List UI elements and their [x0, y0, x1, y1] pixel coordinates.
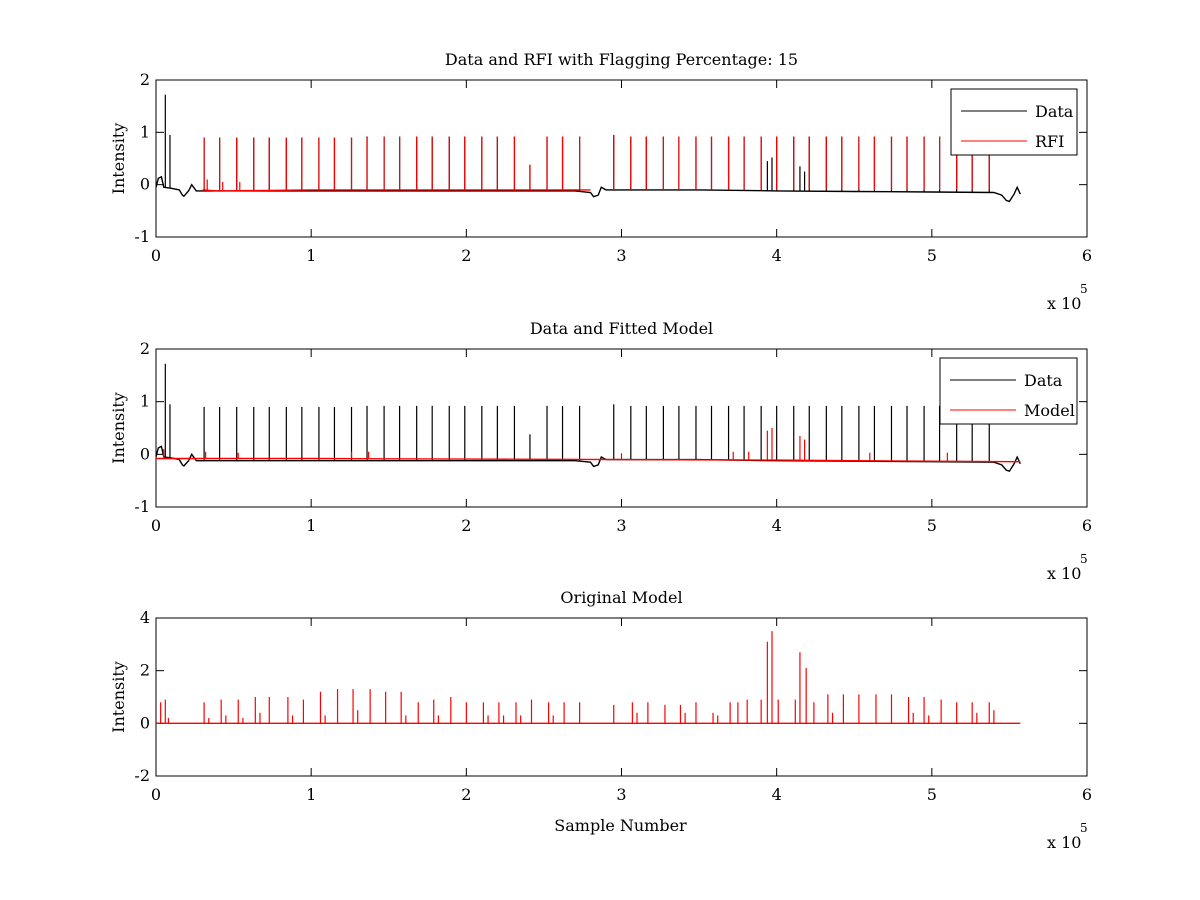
y-tick-label: 4	[140, 608, 150, 627]
x-tick-label: 0	[151, 246, 161, 265]
y-tick-label: 0	[140, 175, 150, 194]
chart-title: Data and RFI with Flagging Percentage: 1…	[445, 50, 798, 69]
x-tick-label: 5	[927, 246, 937, 265]
x-tick-label: 6	[1082, 785, 1092, 804]
chart-title: Original Model	[560, 588, 682, 607]
y-tick-label: 1	[140, 392, 150, 411]
x-exponent-label: x 10	[1047, 294, 1081, 313]
x-tick-label: 3	[616, 785, 626, 804]
x-tick-label: 3	[616, 516, 626, 535]
series-group	[156, 631, 1021, 724]
x-tick-label: 5	[927, 516, 937, 535]
series-group	[156, 363, 1021, 473]
x-tick-label: 4	[772, 246, 782, 265]
x-tick-label: 6	[1082, 516, 1092, 535]
x-tick-label: 4	[772, 785, 782, 804]
x-tick-label: 1	[306, 246, 316, 265]
legend-entry-label: Data	[1024, 371, 1063, 390]
x-exponent-label: x 10	[1047, 564, 1081, 583]
x-exponent-power: 5	[1080, 282, 1088, 296]
x-tick-label: 2	[461, 785, 471, 804]
axes-box	[155, 79, 1088, 238]
y-tick-label: -1	[134, 227, 150, 246]
x-tick-label: 2	[461, 246, 471, 265]
legend-box	[950, 88, 1078, 156]
y-tick-label: 0	[140, 713, 150, 732]
x-tick-label: 4	[772, 516, 782, 535]
y-tick-label: -2	[134, 766, 150, 785]
chart-title: Data and Fitted Model	[530, 319, 713, 338]
legend-entry-label: Data	[1035, 102, 1074, 121]
x-tick-label: 6	[1082, 246, 1092, 265]
y-axis-label: Intensity	[109, 392, 128, 464]
x-exponent-power: 5	[1080, 552, 1088, 566]
x-tick-label: 0	[151, 516, 161, 535]
series-line-rfi	[202, 189, 591, 192]
y-tick-label: -1	[134, 497, 150, 516]
legend: Data RFI	[950, 88, 1078, 156]
x-tick-label: 5	[927, 785, 937, 804]
series-group	[156, 94, 1021, 203]
y-tick-label: 1	[140, 122, 150, 141]
legend-box	[939, 357, 1078, 425]
y-tick-label: 0	[140, 444, 150, 463]
legend: Data Model	[939, 357, 1078, 425]
y-tick-label: 2	[140, 70, 150, 89]
y-axis-label: Intensity	[109, 123, 128, 195]
axes-box	[155, 617, 1088, 777]
x-tick-label: 3	[616, 246, 626, 265]
x-axis-label: Sample Number	[554, 816, 687, 835]
x-tick-label: 1	[306, 516, 316, 535]
y-tick-label: 2	[140, 339, 150, 358]
y-axis-label: Intensity	[109, 661, 128, 733]
x-tick-label: 2	[461, 516, 471, 535]
x-tick-label: 1	[306, 785, 316, 804]
y-tick-label: 2	[140, 661, 150, 680]
axes-box	[155, 348, 1088, 508]
x-exponent-label: x 10	[1047, 833, 1081, 852]
x-exponent-power: 5	[1080, 821, 1088, 835]
legend-entry-label: RFI	[1035, 132, 1064, 151]
series-line-data	[156, 445, 1021, 473]
legend-entry-label: Model	[1024, 401, 1075, 420]
x-tick-label: 0	[151, 785, 161, 804]
series-line-data	[156, 175, 1021, 203]
